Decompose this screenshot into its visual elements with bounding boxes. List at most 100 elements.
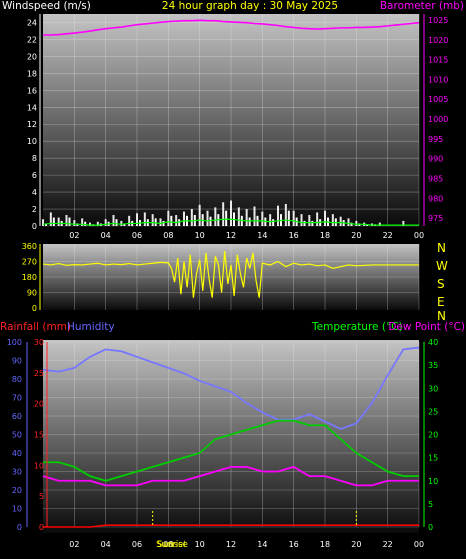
rainfall-line xyxy=(43,524,419,528)
humidity-tick-label: 0 xyxy=(17,523,22,532)
wind-average-line xyxy=(42,218,419,226)
windspeed-tick-label: 20 xyxy=(27,52,37,61)
humidity-tick-label: 50 xyxy=(12,431,22,440)
x-tick-label: 20 xyxy=(351,540,361,549)
wind-direction-trace xyxy=(42,251,419,298)
rainfall-tick-label: 10 xyxy=(34,461,44,470)
windspeed-tick-label: 2 xyxy=(32,205,37,214)
barometer-tick-label: 990 xyxy=(428,155,443,164)
barometer-line xyxy=(43,19,420,36)
rainfall-tick-label: 20 xyxy=(34,400,44,409)
humidity-tick-label: 10 xyxy=(12,505,22,514)
rainfall-axis-title: Rainfall (mm) xyxy=(0,321,71,333)
temperature-tick-label: 35 xyxy=(428,361,438,370)
temperature-tick-label: 15 xyxy=(428,454,438,463)
windspeed-tick-label: 6 xyxy=(32,171,37,180)
x-tick-label: 08 xyxy=(163,231,173,240)
wind-direction-panel xyxy=(43,244,419,310)
compass-e: E xyxy=(437,295,445,309)
temperature-tick-label: 10 xyxy=(428,477,438,486)
x-tick-label: 14 xyxy=(257,231,267,240)
rainfall-tick-label: 0 xyxy=(39,523,44,532)
rainfall-tick-label: 5 xyxy=(39,492,44,501)
barometer-axis-title: Barometer (mb) xyxy=(380,0,464,12)
barometer-tick-label: 980 xyxy=(428,194,443,203)
x-tick-label: 02 xyxy=(69,540,79,549)
barometer-tick-label: 1025 xyxy=(428,16,448,25)
windspeed-tick-label: 14 xyxy=(27,103,37,112)
dewpoint-axis-title: Dew Point (°C) xyxy=(388,321,465,333)
x-tick-label: 00 xyxy=(414,540,424,549)
dewpoint-line xyxy=(42,465,419,487)
humidity-tick-label: 60 xyxy=(12,412,22,421)
direction-tick-label: 90 xyxy=(27,289,37,298)
windspeed-tick-label: 22 xyxy=(27,35,37,44)
barometer-tick-label: 1005 xyxy=(428,95,448,104)
humidity-tick-label: 30 xyxy=(12,468,22,477)
series-layer xyxy=(42,19,420,528)
windspeed-tick-label: 8 xyxy=(32,154,37,163)
rainfall-tick-label: 25 xyxy=(34,369,44,378)
barometer-tick-label: 1020 xyxy=(428,36,448,45)
rainfall-tick-label: 30 xyxy=(34,338,44,347)
barometer-tick-label: 995 xyxy=(428,135,443,144)
x-tick-label: 18 xyxy=(320,231,330,240)
x-tick-label: 00 xyxy=(414,231,424,240)
direction-tick-label: 0 xyxy=(32,304,37,313)
x-tick-label: 22 xyxy=(383,540,393,549)
x-tick-label: 16 xyxy=(289,540,299,549)
windspeed-axis-title: Windspeed (m/s) xyxy=(2,0,91,12)
windspeed-tick-label: 16 xyxy=(27,86,37,95)
windspeed-tick-label: 12 xyxy=(27,120,37,129)
x-tick-label: 06 xyxy=(132,540,142,549)
temperature-tick-label: 0 xyxy=(428,523,433,532)
barometer-tick-label: 975 xyxy=(428,214,443,223)
barometer-tick-label: 1015 xyxy=(428,56,448,65)
humidity-tick-label: 70 xyxy=(12,394,22,403)
x-tick-label: 22 xyxy=(383,231,393,240)
x-tick-label: 08 xyxy=(163,540,173,549)
x-tick-label: 02 xyxy=(69,231,79,240)
temperature-axis-title: Temperature (°C) xyxy=(311,321,403,333)
barometer-tick-label: 1000 xyxy=(428,115,448,124)
rainfall-tick-label: 15 xyxy=(34,431,44,440)
humidity-tick-label: 80 xyxy=(12,375,22,384)
x-tick-label: 12 xyxy=(226,231,236,240)
direction-tick-label: 270 xyxy=(22,258,37,267)
humidity-line xyxy=(42,346,420,430)
temperature-tick-label: 25 xyxy=(428,407,438,416)
direction-tick-label: 180 xyxy=(22,273,37,282)
temperature-line xyxy=(43,419,419,482)
x-tick-label: 04 xyxy=(101,231,111,240)
windspeed-tick-label: 10 xyxy=(27,137,37,146)
humidity-tick-label: 90 xyxy=(12,357,22,366)
x-tick-label: 14 xyxy=(257,540,267,549)
temperature-tick-label: 5 xyxy=(428,500,433,509)
axis-layer: 0246810121416182022249759809859909951000… xyxy=(7,14,448,549)
x-tick-label: 10 xyxy=(195,540,205,549)
rain-humidity-temp-panel xyxy=(43,340,419,533)
x-tick-label: 16 xyxy=(289,231,299,240)
windspeed-tick-label: 24 xyxy=(27,18,37,27)
grid-layer xyxy=(43,14,420,528)
sunset-label: Sunset xyxy=(157,540,187,550)
humidity-tick-label: 20 xyxy=(12,486,22,495)
compass-n-top: N xyxy=(437,241,446,255)
compass-n-bottom: N xyxy=(437,309,446,323)
x-tick-label: 18 xyxy=(320,540,330,549)
temperature-tick-label: 30 xyxy=(428,384,438,393)
compass-s: S xyxy=(437,277,445,291)
humidity-tick-label: 100 xyxy=(7,338,22,347)
x-tick-label: 10 xyxy=(195,231,205,240)
x-tick-label: 06 xyxy=(132,231,142,240)
x-tick-label: 12 xyxy=(226,540,236,549)
x-tick-label: 04 xyxy=(101,540,111,549)
direction-tick-label: 360 xyxy=(22,242,37,251)
humidity-tick-label: 40 xyxy=(12,449,22,458)
sunrise-label: Sunrise xyxy=(156,540,188,550)
x-tick-label: 20 xyxy=(351,231,361,240)
graph-title: 24 hour graph day : 30 May 2025 xyxy=(162,0,338,12)
temperature-tick-label: 40 xyxy=(428,338,438,347)
